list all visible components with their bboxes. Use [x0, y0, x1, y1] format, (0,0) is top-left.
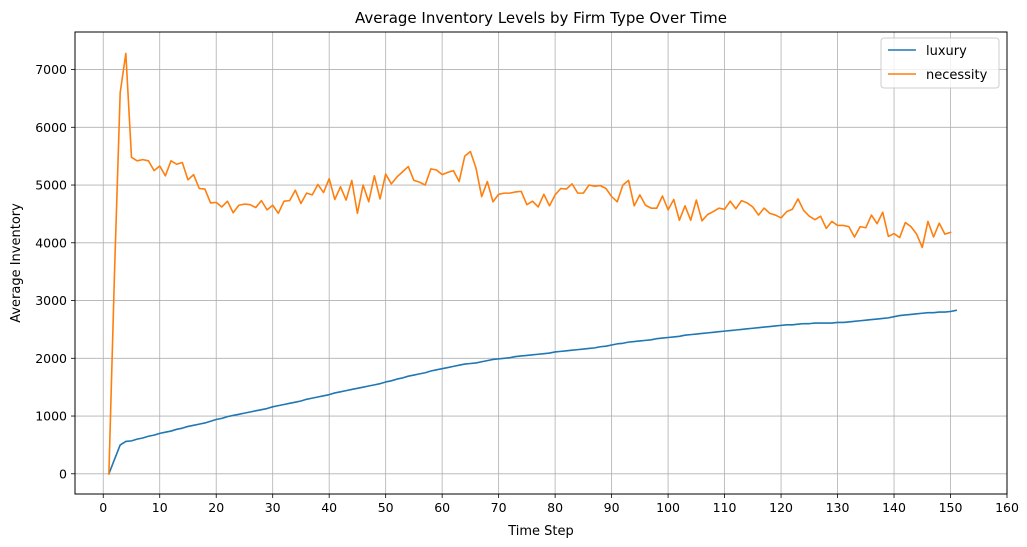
x-tick-label: 130 — [826, 500, 850, 515]
y-tick-label: 7000 — [35, 62, 67, 77]
y-tick-label: 0 — [59, 466, 67, 481]
series-line-necessity — [108, 52, 952, 475]
x-tick-label: 100 — [656, 500, 680, 515]
x-tick-label: 10 — [152, 500, 168, 515]
legend-label-necessity: necessity — [926, 68, 988, 83]
grid-layer — [75, 32, 1008, 494]
series-layer — [107, 52, 958, 475]
x-tick-label: 150 — [939, 500, 963, 515]
y-tick-label: 4000 — [35, 235, 67, 250]
x-tick-label: 80 — [547, 500, 563, 515]
x-tick-label: 110 — [713, 500, 737, 515]
x-tick-label: 40 — [321, 500, 337, 515]
x-tick-label: 30 — [265, 500, 281, 515]
chart-title: Average Inventory Levels by Firm Type Ov… — [355, 9, 727, 27]
legend-label-luxury: luxury — [926, 44, 967, 59]
plot-frame — [74, 31, 1008, 495]
x-tick-label: 160 — [995, 500, 1019, 515]
tick-layer: 0 10 20 30 40 50 60 70 80 90 100 110 120 130 140 150 160… — [35, 62, 1019, 515]
series-line-luxury — [107, 309, 958, 475]
x-tick-label: 90 — [604, 500, 620, 515]
x-axis-title: Time Step — [507, 524, 574, 539]
x-tick-label: 60 — [434, 500, 450, 515]
y-tick-label: 3000 — [35, 293, 67, 308]
y-axis-title: Average Inventory — [9, 203, 24, 323]
legend: luxury necessity — [880, 37, 1000, 89]
x-tick-label: 20 — [208, 500, 224, 515]
y-tick-label: 5000 — [35, 178, 67, 193]
x-tick-label: 140 — [882, 500, 906, 515]
x-tick-label: 70 — [491, 500, 507, 515]
x-tick-label: 0 — [99, 500, 107, 515]
y-tick-label: 6000 — [35, 120, 67, 135]
y-tick-label: 1000 — [35, 409, 67, 424]
y-tick-label: 2000 — [35, 351, 67, 366]
x-tick-label: 50 — [378, 500, 394, 515]
x-tick-label: 120 — [769, 500, 793, 515]
